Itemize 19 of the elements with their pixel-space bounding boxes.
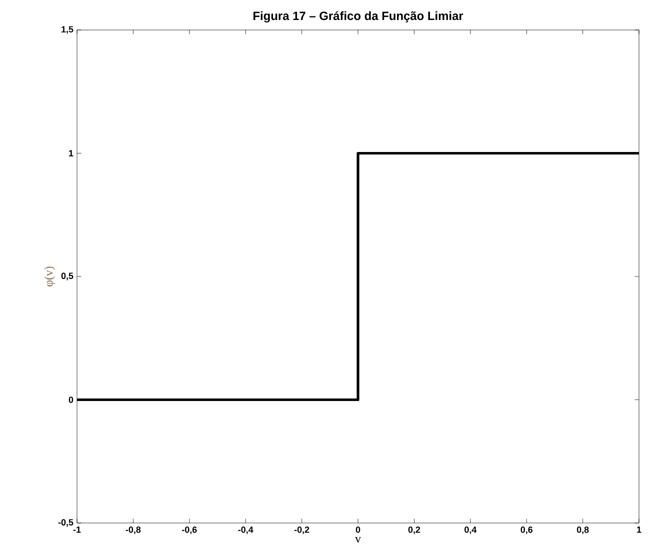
x-tick-label: 0 xyxy=(356,526,360,533)
x-tick-label: -0,2 xyxy=(294,526,310,534)
y-tick-label: 1 xyxy=(69,150,74,156)
x-tick-label: -0,4 xyxy=(238,526,254,534)
y-tick-label: -0,5 xyxy=(58,519,74,527)
x-tick-label: 1 xyxy=(637,526,642,533)
x-tick-label: -0,6 xyxy=(182,526,197,534)
x-tick-label: 0,6 xyxy=(520,526,533,534)
y-tick-label: 1,5 xyxy=(62,26,74,34)
chart-title: Figura 17 – Gráfico da Função Limiar xyxy=(254,11,464,22)
y-tick-label: 0,5 xyxy=(61,272,74,280)
y-tick-label: 0 xyxy=(68,396,74,403)
x-tick-label: 0,4 xyxy=(464,526,477,534)
x-tick-label: -1 xyxy=(73,526,81,533)
x-tick-label: 0,2 xyxy=(408,526,420,534)
y-axis-title: φ(v) xyxy=(44,266,56,286)
x-tick-label: 0,8 xyxy=(576,526,589,534)
x-tick-label: -0,8 xyxy=(126,526,141,534)
x-axis-title: v xyxy=(355,537,361,543)
